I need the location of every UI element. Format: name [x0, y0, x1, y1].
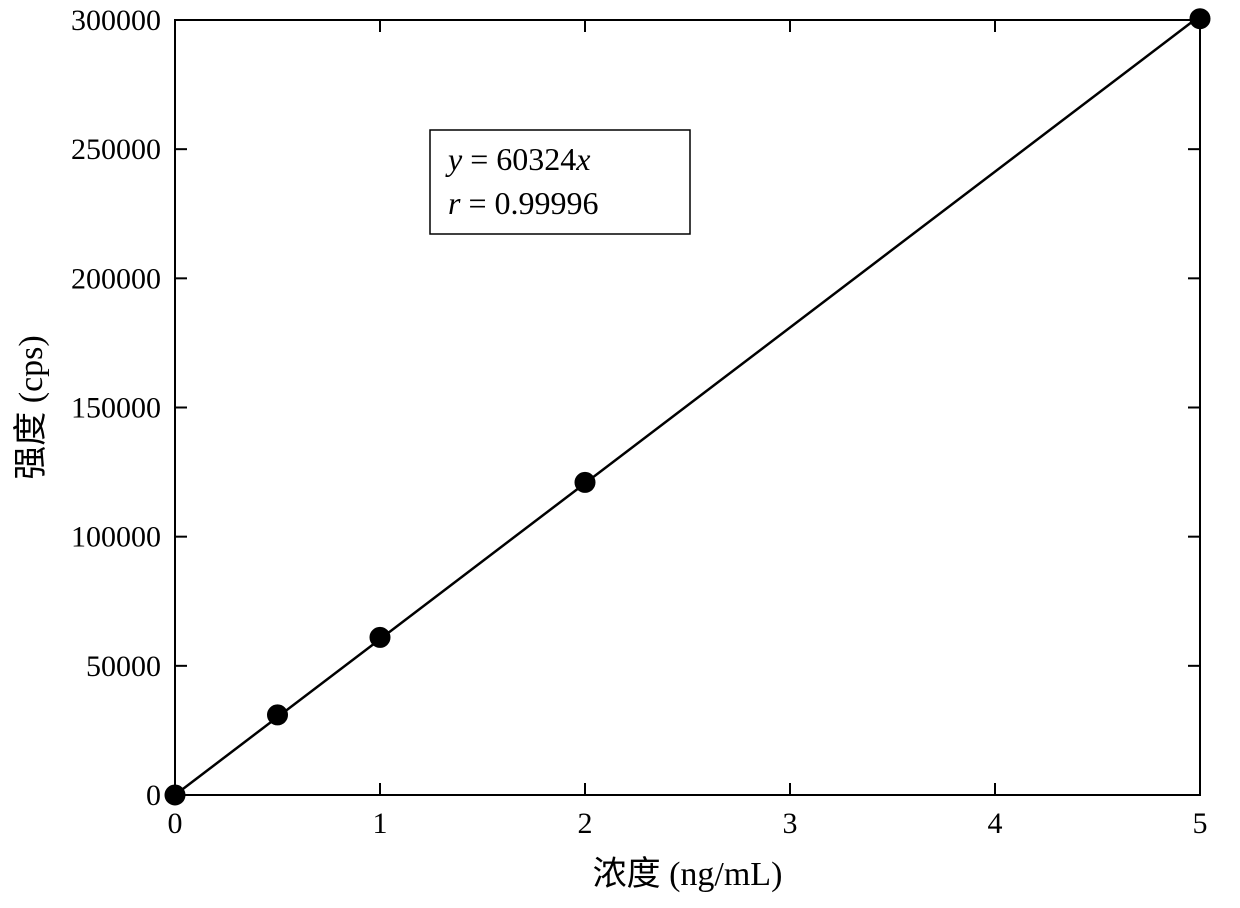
data-point: [1190, 9, 1210, 29]
x-tick-label: 3: [783, 807, 798, 840]
equation-line-2: r = 0.99996: [448, 185, 599, 221]
x-tick-label: 2: [578, 807, 593, 840]
chart-svg: 0 1 2 3 4 5 0 50000 100000 150000 200000 250000 3000…: [0, 0, 1240, 908]
y-tick-label: 300000: [71, 4, 161, 37]
y-tick-label: 100000: [71, 521, 161, 554]
x-tick-label: 4: [988, 807, 1003, 840]
y-tick-label: 250000: [71, 133, 161, 166]
y-tick-label: 0: [146, 779, 161, 812]
data-point: [165, 785, 185, 805]
data-point: [370, 627, 390, 647]
y-axis-label: 强度 (cps): [12, 335, 50, 479]
y-tick-label: 50000: [86, 650, 161, 683]
x-axis-label: 浓度 (ng/mL): [593, 855, 783, 893]
y-tick-label: 150000: [71, 392, 161, 425]
x-tick-label: 5: [1193, 807, 1208, 840]
x-tick-label: 1: [373, 807, 388, 840]
calibration-chart: 0 1 2 3 4 5 0 50000 100000 150000 200000 250000 3000…: [0, 0, 1240, 908]
data-point: [575, 472, 595, 492]
data-point: [268, 705, 288, 725]
x-tick-label: 0: [168, 807, 183, 840]
y-tick-label: 200000: [71, 262, 161, 295]
equation-line-1: y = 60324x: [445, 141, 590, 177]
